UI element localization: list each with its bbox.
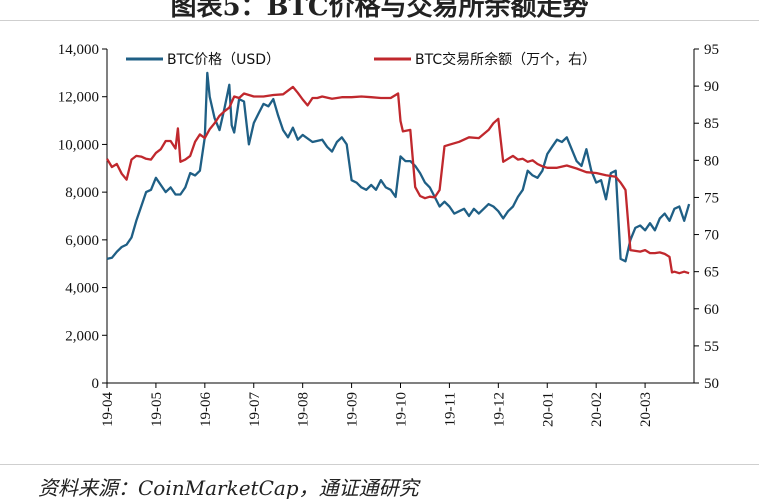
source-note: 资料来源：CoinMarketCap，通证通研究 <box>38 476 419 500</box>
right-tick-label: 90 <box>704 79 719 95</box>
left-tick-label: 4,000 <box>65 281 99 297</box>
title-rule <box>0 20 759 21</box>
right-tick-label: 75 <box>704 190 719 206</box>
right-tick-label: 65 <box>704 265 719 281</box>
legend-price-label: BTC价格（USD） <box>167 52 280 68</box>
left-tick-label: 8,000 <box>65 185 99 201</box>
right-tick-label: 50 <box>704 376 719 392</box>
x-tick-label: 20-02 <box>589 392 605 427</box>
x-tick-label: 19-09 <box>345 392 361 427</box>
x-tick-label: 19-10 <box>394 392 410 427</box>
chart-title: 图表5：BTC价格与交易所余额走势 <box>170 0 589 22</box>
x-tick-label: 19-12 <box>491 392 507 427</box>
x-tick-label: 19-06 <box>198 392 214 427</box>
left-tick-label: 12,000 <box>58 90 99 106</box>
right-tick-label: 80 <box>704 153 719 169</box>
x-tick-label: 19-07 <box>247 392 263 427</box>
x-tick-label: 19-05 <box>149 392 165 427</box>
x-tick-label: 20-01 <box>540 392 556 427</box>
x-tick-label: 19-11 <box>442 392 458 426</box>
balance-series-line <box>106 85 690 275</box>
x-tick-label: 19-08 <box>296 392 312 427</box>
x-tick-label: 19-04 <box>100 392 116 427</box>
source-rule <box>0 464 759 465</box>
x-tick-label: 20-03 <box>638 392 654 427</box>
right-tick-label: 95 <box>704 42 719 58</box>
right-tick-label: 55 <box>704 339 719 355</box>
left-tick-label: 6,000 <box>65 233 99 249</box>
right-tick-label: 85 <box>704 116 719 132</box>
right-tick-label: 70 <box>704 228 719 244</box>
chart-area: 0 2,000 4,000 6,000 8,000 10,000 12,000 14,000 5… <box>58 42 719 427</box>
left-tick-label: 10,000 <box>58 137 99 153</box>
legend-balance-label: BTC交易所余额（万个，右） <box>415 51 596 68</box>
left-tick-label: 0 <box>92 376 100 392</box>
right-tick-label: 60 <box>704 302 719 318</box>
left-tick-label: 2,000 <box>65 328 99 344</box>
left-tick-label: 14,000 <box>58 42 99 58</box>
